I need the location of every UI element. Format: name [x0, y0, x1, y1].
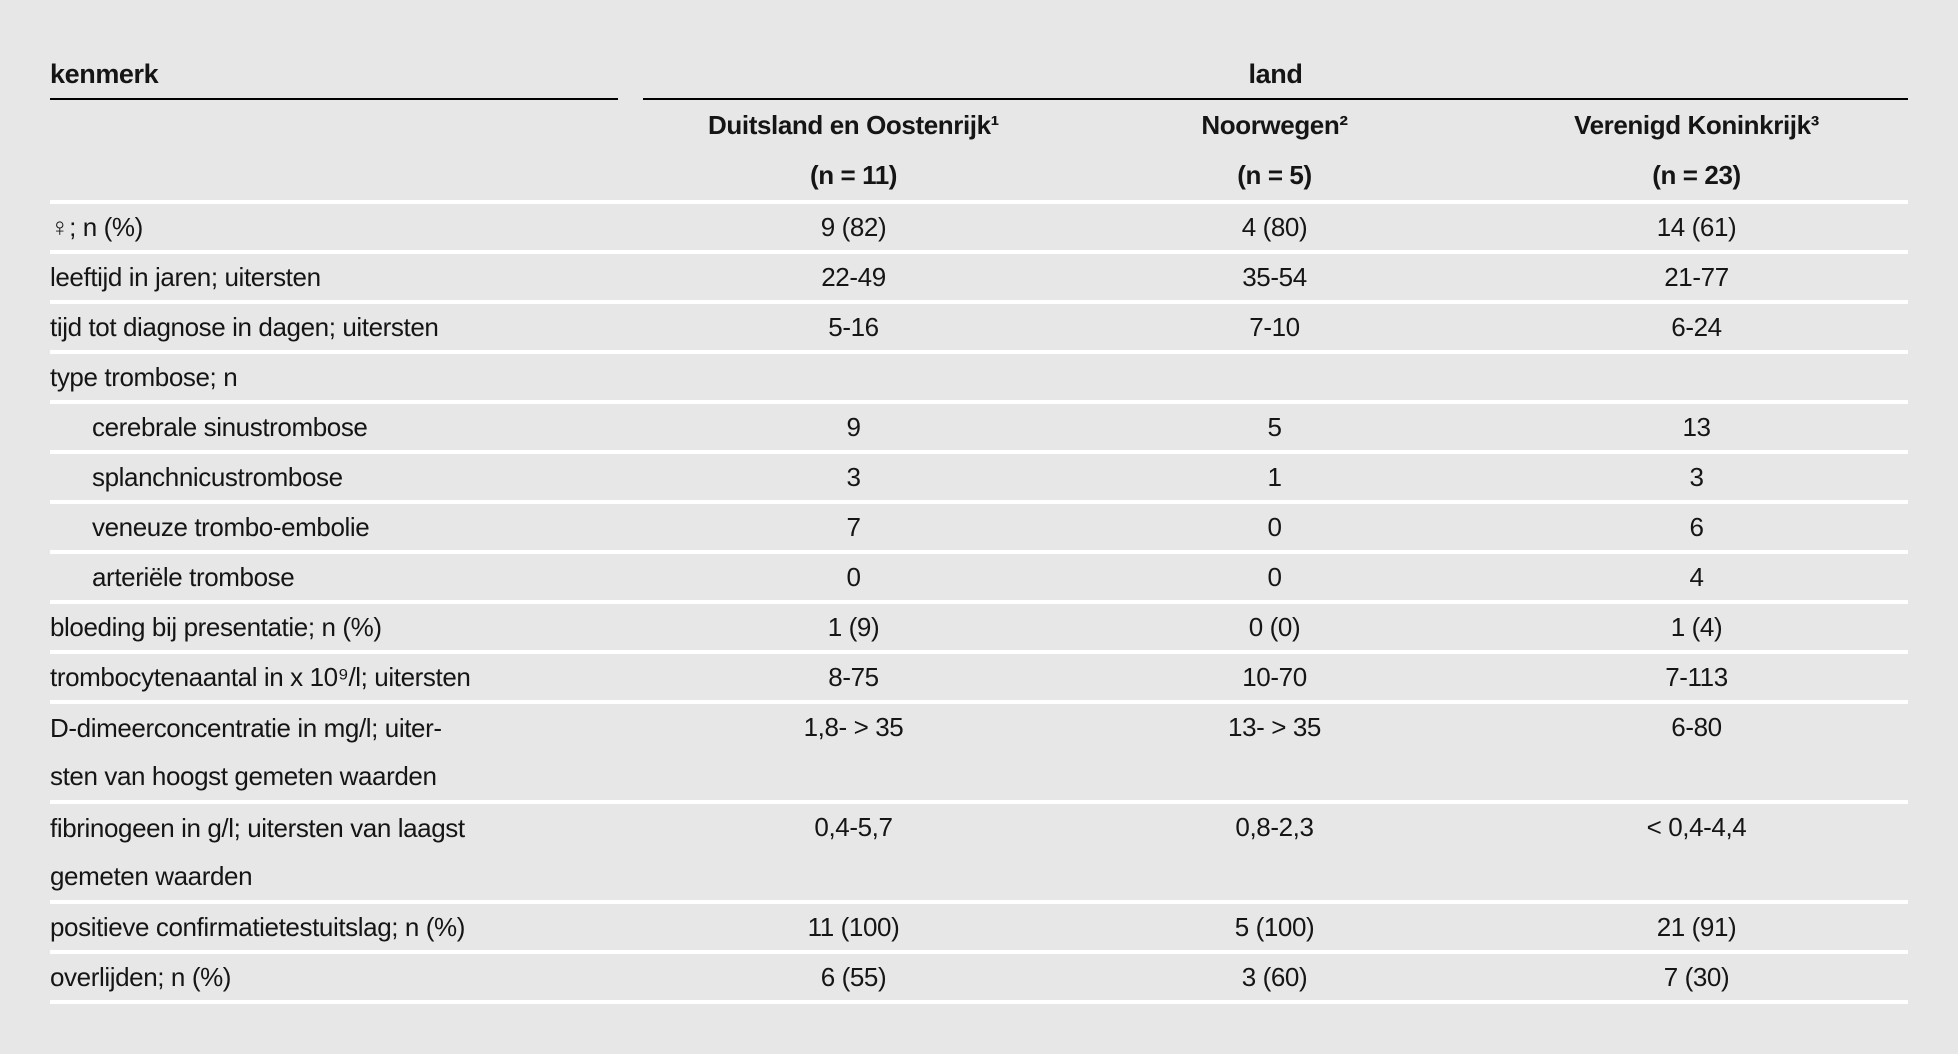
cell-value: 11 (100): [807, 912, 900, 942]
row-label: trombocytenaantal in x 10⁹/l; uitersten: [50, 662, 471, 692]
cell-value: 3: [1689, 462, 1704, 492]
row-label: tijd tot diagnose in dagen; uitersten: [50, 312, 439, 342]
row-label: type trombose; n: [50, 362, 238, 392]
table-row: positieve confirmatietestuitslag; n (%) …: [50, 904, 1908, 954]
cell-value: 13: [1682, 412, 1711, 442]
cell-value: 3: [846, 462, 861, 492]
cell-value: 1: [1267, 462, 1282, 492]
table-row: D-dimeerconcentratie in mg/l; uiter- ste…: [50, 704, 1908, 804]
column-header-verenigd-koninkrijk: Verenigd Koninkrijk³ (n = 23): [1485, 100, 1908, 200]
cell-value: 7-113: [1665, 662, 1728, 692]
cell-value: 0: [1267, 562, 1282, 592]
cell-value: 6-24: [1671, 312, 1722, 342]
cell-value: 5 (100): [1234, 912, 1315, 942]
row-label: veneuze trombo-embolie: [92, 512, 370, 542]
table-row: arteriële trombose 0 0 4: [50, 554, 1908, 604]
cell-value: 6 (55): [820, 962, 887, 992]
table-row: splanchnicustrombose 3 1 3: [50, 454, 1908, 504]
row-label: bloeding bij presentatie; n (%): [50, 612, 382, 642]
column-name: Verenigd Koninkrijk³: [1574, 110, 1819, 140]
header-rule-gap: [618, 0, 643, 100]
cell-value: 21-77: [1664, 262, 1729, 292]
column-n: (n = 5): [1237, 160, 1312, 190]
cell-value: 13- > 35: [1228, 712, 1321, 742]
cell-value: 4: [1689, 562, 1704, 592]
column-n: (n = 23): [1652, 160, 1741, 190]
table-row: bloeding bij presentatie; n (%) 1 (9) 0 …: [50, 604, 1908, 654]
cell-value: 5-16: [828, 312, 879, 342]
table-row: overlijden; n (%) 6 (55) 3 (60) 7 (30): [50, 954, 1908, 1004]
table-row: ♀; n (%) 9 (82) 4 (80) 14 (61): [50, 204, 1908, 254]
cell-value: 0,4-5,7: [814, 812, 893, 842]
row-label: fibrinogeen in g/l; uitersten van laagst…: [50, 813, 465, 891]
cell-value: 5: [1267, 412, 1282, 442]
table-row: type trombose; n: [50, 354, 1908, 404]
cell-value: 9: [846, 412, 861, 442]
cell-value: [1485, 354, 1908, 400]
row-label: ♀; n (%): [50, 212, 143, 242]
cell-value: < 0,4-4,4: [1646, 812, 1747, 842]
cell-value: 4 (80): [1241, 212, 1308, 242]
row-label: cerebrale sinustrombose: [92, 412, 368, 442]
cell-value: 1 (9): [827, 612, 880, 642]
cell-value: 10-70: [1242, 662, 1307, 692]
cell-value: 6: [1689, 512, 1704, 542]
row-label: positieve confirmatietestuitslag; n (%): [50, 912, 466, 942]
cell-value: [1064, 354, 1485, 400]
cell-value: 7-10: [1249, 312, 1300, 342]
cell-value: 14 (61): [1656, 212, 1737, 242]
table-row: trombocytenaantal in x 10⁹/l; uitersten …: [50, 654, 1908, 704]
table-body: ♀; n (%) 9 (82) 4 (80) 14 (61) leeftijd …: [50, 204, 1908, 1004]
column-name: Noorwegen²: [1201, 110, 1348, 140]
column-header-duitsland-oostenrijk: Duitsland en Oostenrijk¹ (n = 11): [643, 100, 1064, 200]
corner-header-kenmerk: kenmerk: [50, 0, 618, 100]
cell-value: 1 (4): [1670, 612, 1723, 642]
column-name: Duitsland en Oostenrijk¹: [708, 110, 999, 140]
table-row: leeftijd in jaren; uitersten 22-49 35-54…: [50, 254, 1908, 304]
group-header-label: land: [1248, 59, 1303, 89]
table-row: cerebrale sinustrombose 9 5 13: [50, 404, 1908, 454]
column-header-empty: [50, 100, 643, 200]
cell-value: 0,8-2,3: [1235, 812, 1314, 842]
table-header-groups: kenmerk land: [50, 0, 1908, 100]
cell-value: 0: [846, 562, 861, 592]
corner-header-label: kenmerk: [50, 59, 159, 89]
table-column-headers: Duitsland en Oostenrijk¹ (n = 11) Noorwe…: [50, 100, 1908, 204]
cell-value: [643, 354, 1064, 400]
cell-value: 7 (30): [1663, 962, 1730, 992]
table-row: tijd tot diagnose in dagen; uitersten 5-…: [50, 304, 1908, 354]
cell-value: 3 (60): [1241, 962, 1308, 992]
cell-value: 21 (91): [1656, 912, 1737, 942]
row-label: splanchnicustrombose: [92, 462, 343, 492]
cell-value: 0: [1267, 512, 1282, 542]
cell-value: 7: [846, 512, 861, 542]
cell-value: 6-80: [1671, 712, 1722, 742]
row-label: D-dimeerconcentratie in mg/l; uiter- ste…: [50, 713, 442, 791]
cell-value: 8-75: [828, 662, 879, 692]
row-label: leeftijd in jaren; uitersten: [50, 262, 321, 292]
cell-value: 1,8- > 35: [803, 712, 904, 742]
group-header-land: land: [643, 0, 1908, 100]
column-header-noorwegen: Noorwegen² (n = 5): [1064, 100, 1485, 200]
cell-value: 0 (0): [1248, 612, 1301, 642]
cell-value: 22-49: [821, 262, 886, 292]
column-n: (n = 11): [809, 160, 898, 190]
cell-value: 9 (82): [820, 212, 887, 242]
row-label: arteriële trombose: [92, 562, 295, 592]
table-row: veneuze trombo-embolie 7 0 6: [50, 504, 1908, 554]
row-label: overlijden; n (%): [50, 962, 232, 992]
cell-value: 35-54: [1242, 262, 1307, 292]
table-row: fibrinogeen in g/l; uitersten van laagst…: [50, 804, 1908, 904]
